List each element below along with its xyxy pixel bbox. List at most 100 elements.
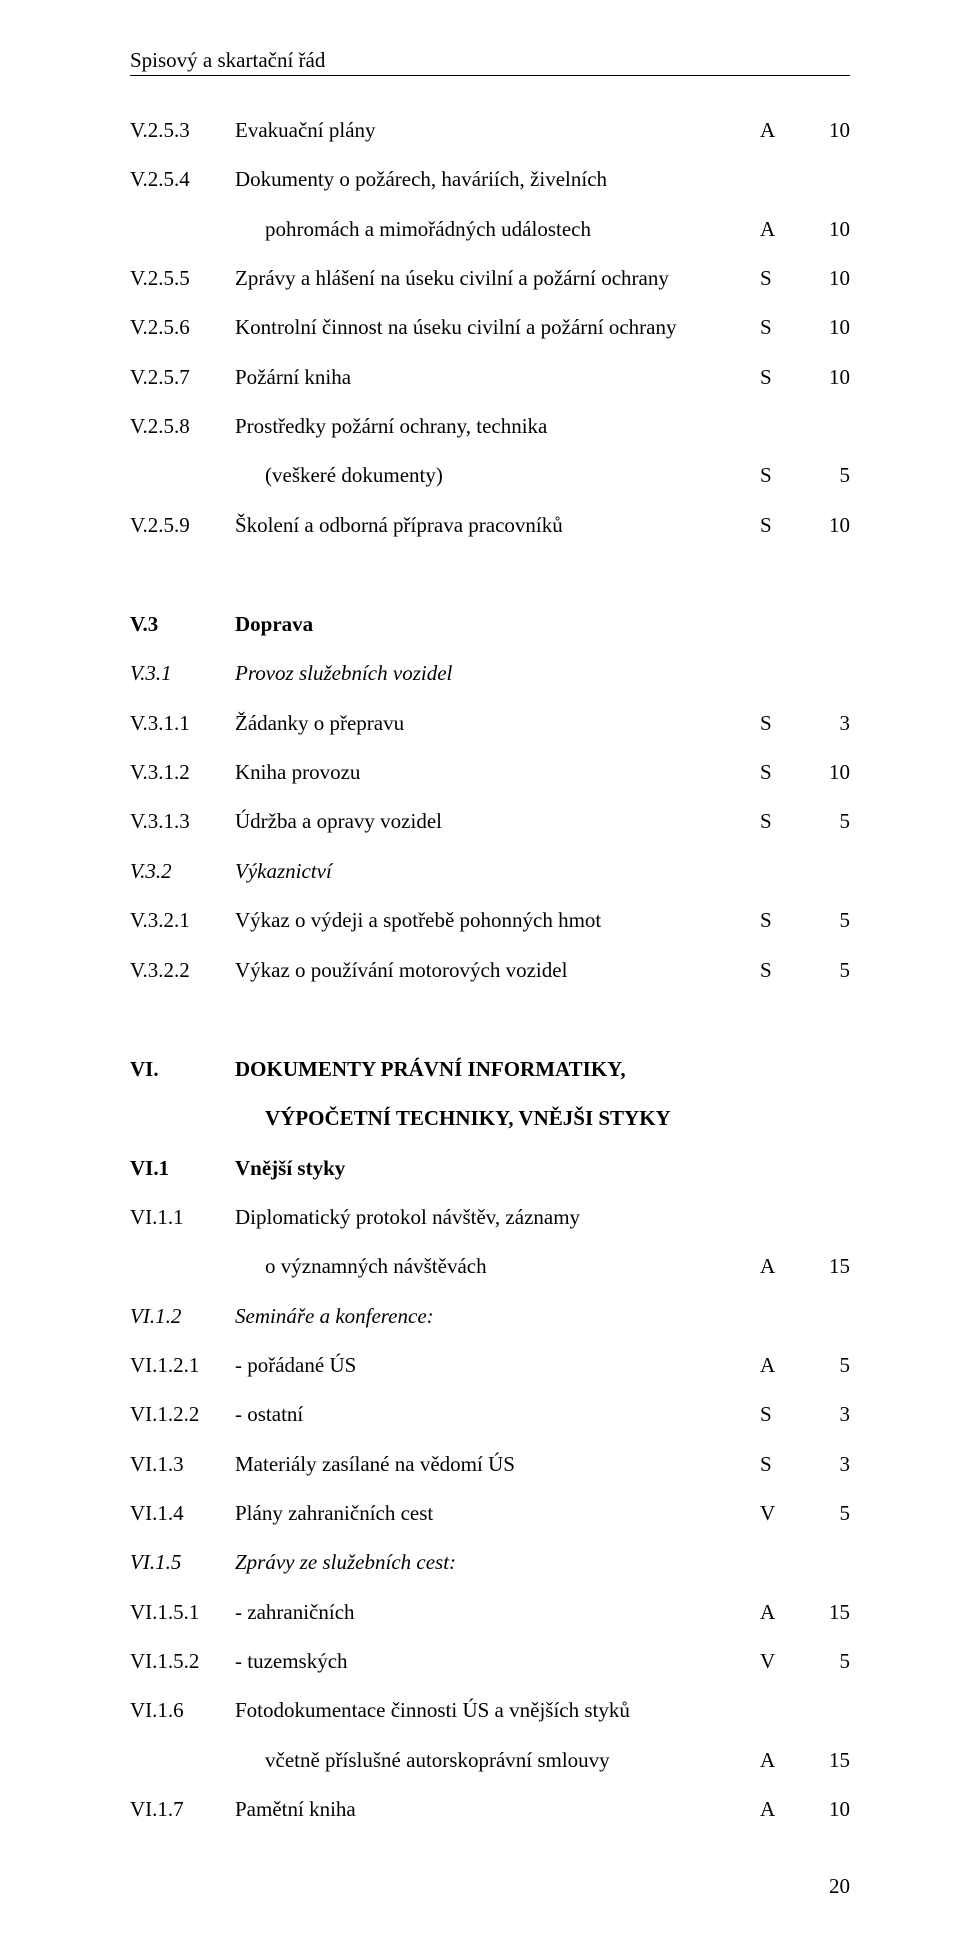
- row-description: včetně příslušné autorskoprávní smlouvy: [235, 1736, 760, 1785]
- row-mark: S: [760, 1440, 810, 1489]
- row-code: V.3.1.1: [130, 699, 235, 748]
- row-code: V.3.1.2: [130, 748, 235, 797]
- row-description: - pořádané ÚS: [235, 1341, 760, 1390]
- document-row: VI.1.2.1- pořádané ÚSA5: [130, 1341, 850, 1390]
- row-number: 10: [810, 254, 850, 303]
- row-number: 5: [810, 1341, 850, 1390]
- row-number: 3: [810, 699, 850, 748]
- document-row: V.3.1.2Kniha provozuS10: [130, 748, 850, 797]
- row-code: VI.1.5: [130, 1538, 235, 1587]
- row-code: V.2.5.7: [130, 353, 235, 402]
- row-number: 10: [810, 1785, 850, 1834]
- row-description: Výkaz o používání motorových vozidel: [235, 946, 760, 995]
- row-mark: S: [760, 896, 810, 945]
- row-code: V.3: [130, 600, 235, 649]
- row-description: Výkaznictví: [235, 847, 760, 896]
- row-mark: S: [760, 501, 810, 550]
- row-description: Zprávy ze služebních cest:: [235, 1538, 760, 1587]
- row-description: VÝPOČETNÍ TECHNIKY, VNĚJŠI STYKY: [235, 1094, 760, 1143]
- row-code: VI.1.2.2: [130, 1390, 235, 1439]
- row-number: 10: [810, 303, 850, 352]
- document-row: VI.1.2Semináře a konference:: [130, 1292, 850, 1341]
- row-description: - tuzemských: [235, 1637, 760, 1686]
- row-description: Doprava: [235, 600, 760, 649]
- row-number: 10: [810, 205, 850, 254]
- row-number: 5: [810, 1489, 850, 1538]
- row-mark: A: [760, 205, 810, 254]
- document-row: VI.1.5.1- zahraničníchA15: [130, 1588, 850, 1637]
- row-code: VI.1.4: [130, 1489, 235, 1538]
- row-code: V.2.5.5: [130, 254, 235, 303]
- row-code: VI.1.7: [130, 1785, 235, 1834]
- row-code: V.3.2.1: [130, 896, 235, 945]
- row-number: 5: [810, 1637, 850, 1686]
- row-mark: S: [760, 451, 810, 500]
- row-mark: A: [760, 1736, 810, 1785]
- document-row: (veškeré dokumenty)S5: [130, 451, 850, 500]
- document-row: VI.1.1Diplomatický protokol návštěv, záz…: [130, 1193, 850, 1242]
- document-row: VI.1.7Pamětní knihaA10: [130, 1785, 850, 1834]
- row-mark: A: [760, 106, 810, 155]
- row-description: Výkaz o výdeji a spotřebě pohonných hmot: [235, 896, 760, 945]
- row-description: Vnější styky: [235, 1144, 760, 1193]
- document-row: V.3.1Provoz služebních vozidel: [130, 649, 850, 698]
- row-description: Zprávy a hlášení na úseku civilní a požá…: [235, 254, 760, 303]
- row-description: - zahraničních: [235, 1588, 760, 1637]
- row-mark: S: [760, 353, 810, 402]
- row-code: V.2.5.3: [130, 106, 235, 155]
- row-description: Provoz služebních vozidel: [235, 649, 760, 698]
- row-mark: A: [760, 1785, 810, 1834]
- row-description: Plány zahraničních cest: [235, 1489, 760, 1538]
- row-code: VI.1.5.2: [130, 1637, 235, 1686]
- gap: [130, 550, 850, 600]
- document-row: pohromách a mimořádných událostechA10: [130, 205, 850, 254]
- row-code: VI.1.6: [130, 1686, 235, 1735]
- document-row: VI.1Vnější styky: [130, 1144, 850, 1193]
- row-description: Evakuační plány: [235, 106, 760, 155]
- document-row: VI.1.6Fotodokumentace činnosti ÚS a vněj…: [130, 1686, 850, 1735]
- row-description: pohromách a mimořádných událostech: [235, 205, 760, 254]
- row-number: 10: [810, 501, 850, 550]
- row-description: Pamětní kniha: [235, 1785, 760, 1834]
- row-mark: S: [760, 303, 810, 352]
- row-mark: V: [760, 1637, 810, 1686]
- document-row: VÝPOČETNÍ TECHNIKY, VNĚJŠI STYKY: [130, 1094, 850, 1143]
- row-number: 10: [810, 106, 850, 155]
- page-number: 20: [130, 1874, 850, 1899]
- row-code: VI.: [130, 1045, 235, 1094]
- document-row: VI.DOKUMENTY PRÁVNÍ INFORMATIKY,: [130, 1045, 850, 1094]
- row-mark: S: [760, 699, 810, 748]
- row-code: VI.1.5.1: [130, 1588, 235, 1637]
- row-code: V.2.5.9: [130, 501, 235, 550]
- row-number: 10: [810, 748, 850, 797]
- row-mark: A: [760, 1588, 810, 1637]
- gap: [130, 995, 850, 1045]
- row-code: VI.1: [130, 1144, 235, 1193]
- document-row: V.3.1.3Údržba a opravy vozidelS5: [130, 797, 850, 846]
- document-row: včetně příslušné autorskoprávní smlouvyA…: [130, 1736, 850, 1785]
- document-row: VI.1.5Zprávy ze služebních cest:: [130, 1538, 850, 1587]
- row-description: Kniha provozu: [235, 748, 760, 797]
- document-row: V.2.5.3Evakuační plányA10: [130, 106, 850, 155]
- row-description: Údržba a opravy vozidel: [235, 797, 760, 846]
- row-number: 10: [810, 353, 850, 402]
- running-header: Spisový a skartační řád: [130, 48, 850, 73]
- row-code: V.3.1.3: [130, 797, 235, 846]
- row-description: Fotodokumentace činnosti ÚS a vnějších s…: [235, 1686, 760, 1735]
- row-code: V.3.1: [130, 649, 235, 698]
- document-row: V.2.5.8Prostředky požární ochrany, techn…: [130, 402, 850, 451]
- row-mark: S: [760, 946, 810, 995]
- row-code: V.2.5.4: [130, 155, 235, 204]
- row-number: 5: [810, 797, 850, 846]
- row-number: 5: [810, 946, 850, 995]
- row-code: V.3.2.2: [130, 946, 235, 995]
- document-row: V.2.5.5Zprávy a hlášení na úseku civilní…: [130, 254, 850, 303]
- row-number: 15: [810, 1588, 850, 1637]
- row-description: Dokumenty o požárech, haváriích, živelní…: [235, 155, 760, 204]
- row-mark: S: [760, 254, 810, 303]
- row-code: VI.1.2.1: [130, 1341, 235, 1390]
- document-row: V.3.1.1Žádanky o přepravuS3: [130, 699, 850, 748]
- row-mark: S: [760, 1390, 810, 1439]
- document-row: o významných návštěváchA15: [130, 1242, 850, 1291]
- row-code: V.2.5.8: [130, 402, 235, 451]
